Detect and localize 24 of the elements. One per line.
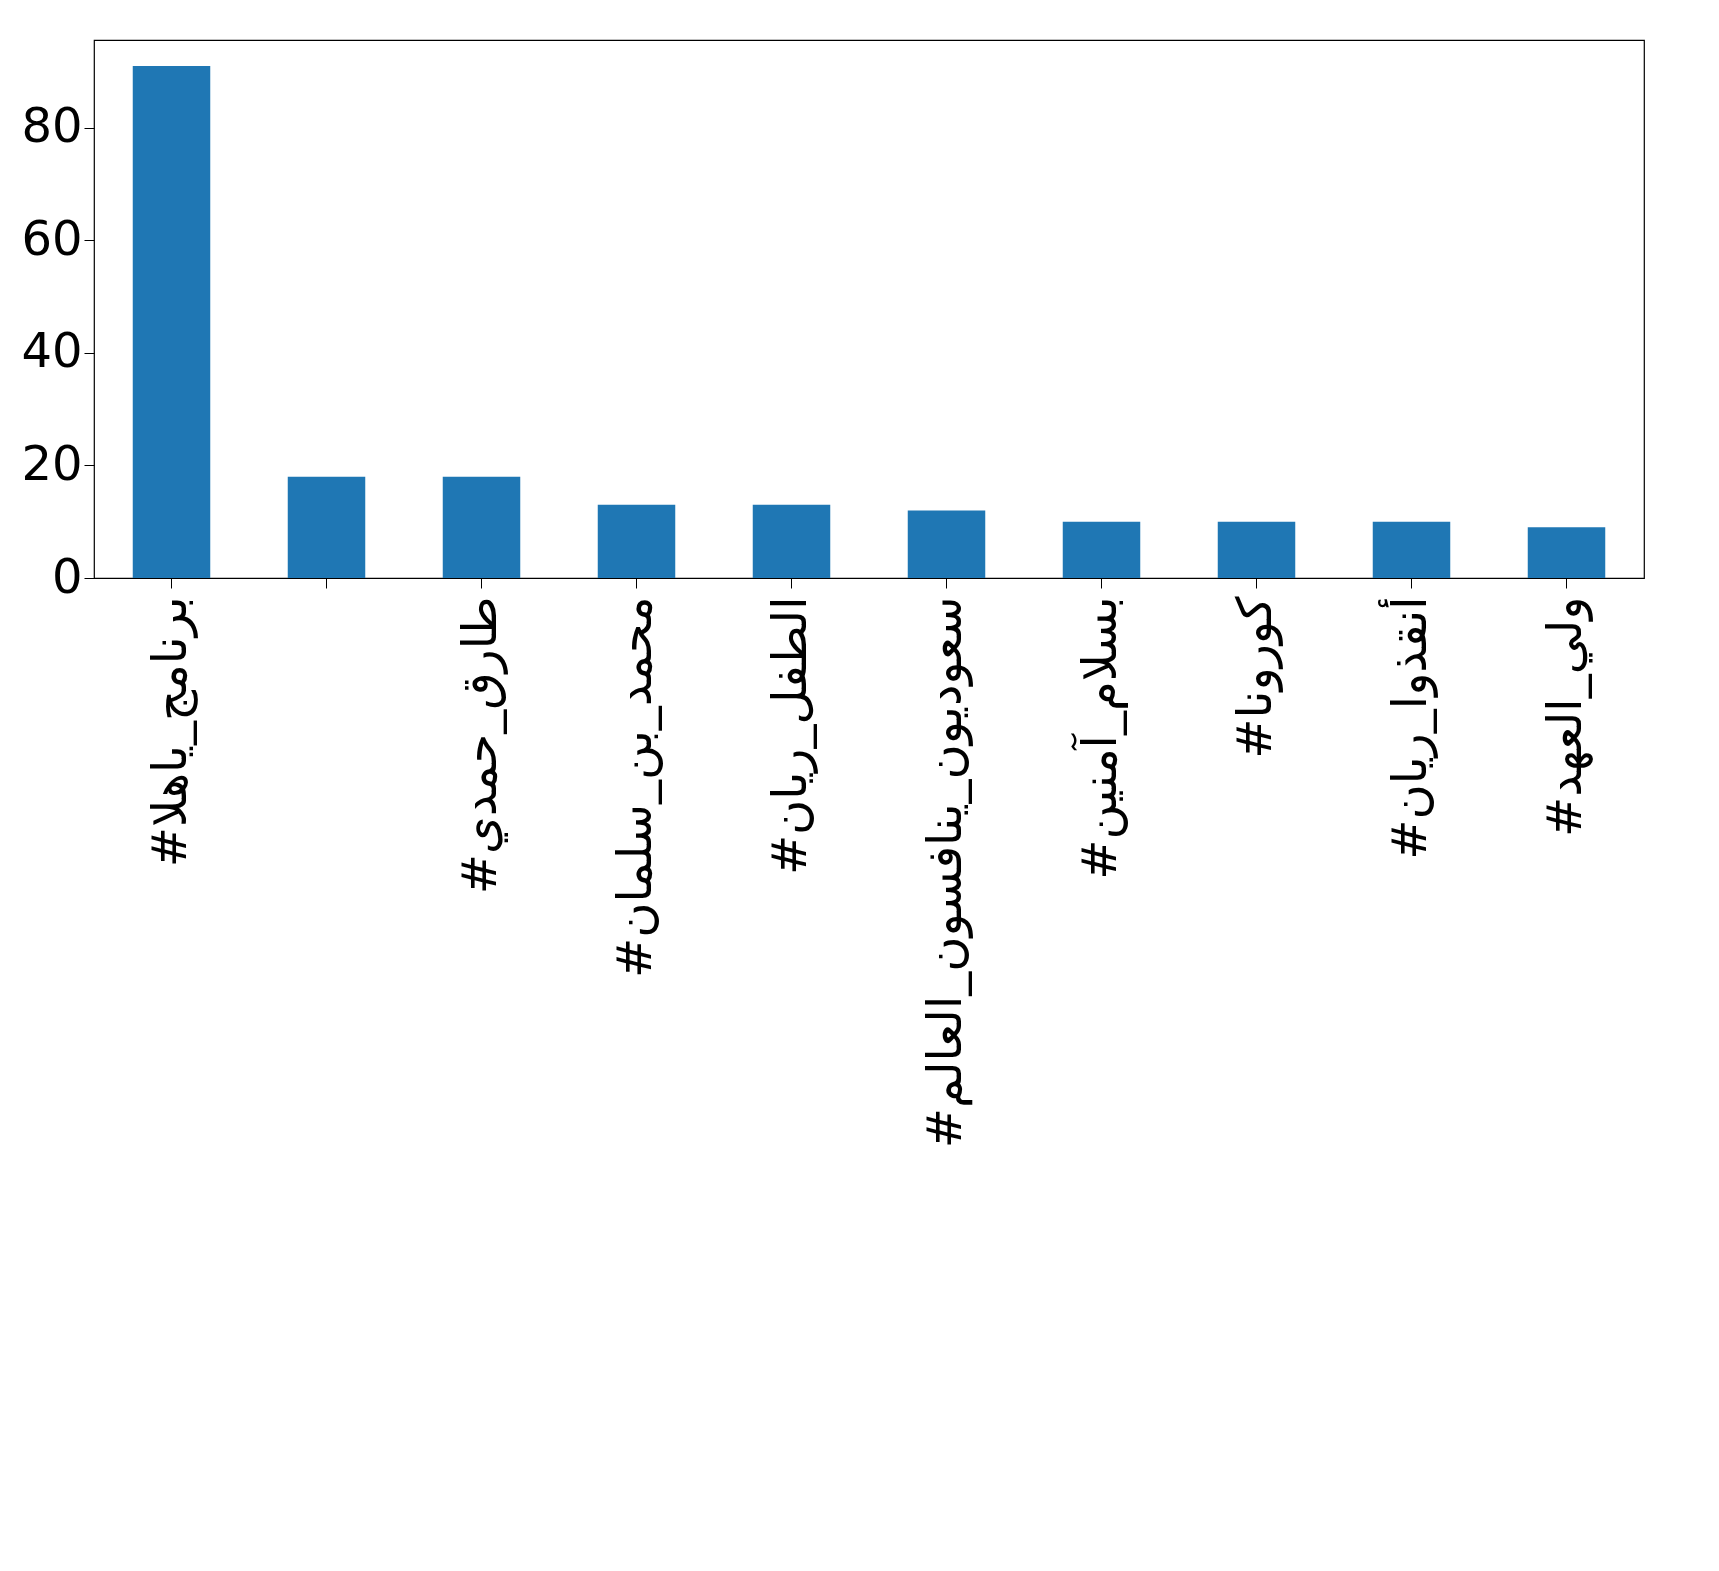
bar	[597, 504, 676, 578]
bar	[442, 476, 521, 578]
x-tick-label: #الطفل_ريان	[760, 596, 818, 876]
x-tick-label: #ولي_العهد	[1535, 596, 1593, 837]
bar	[1062, 521, 1141, 578]
bar	[1372, 521, 1451, 578]
bar	[752, 504, 831, 578]
y-tick-label: 60	[21, 209, 83, 266]
y-tick-label: 40	[21, 322, 83, 379]
x-tick-label: #سعوديون_ينافسون_العالم	[915, 596, 973, 1149]
x-tick-label: #محمد_بن_سلمان	[605, 596, 663, 978]
bar	[1217, 521, 1296, 578]
bar	[1527, 527, 1606, 578]
bar	[907, 510, 986, 578]
x-tick-label: #طارق_حمدي	[450, 596, 508, 895]
bar	[132, 65, 211, 578]
bar	[287, 476, 366, 578]
x-tick-label: #كورونا	[1225, 596, 1283, 759]
y-tick-label: 20	[21, 434, 83, 491]
x-tick-label: #برنامج_ياهلا	[140, 596, 198, 868]
y-tick-label: 0	[51, 547, 83, 604]
x-tick-label: #أنقذوا_ريان	[1377, 596, 1438, 860]
x-tick-label: #بسلام_آمنين	[1069, 596, 1128, 880]
y-tick-label: 80	[21, 97, 83, 154]
